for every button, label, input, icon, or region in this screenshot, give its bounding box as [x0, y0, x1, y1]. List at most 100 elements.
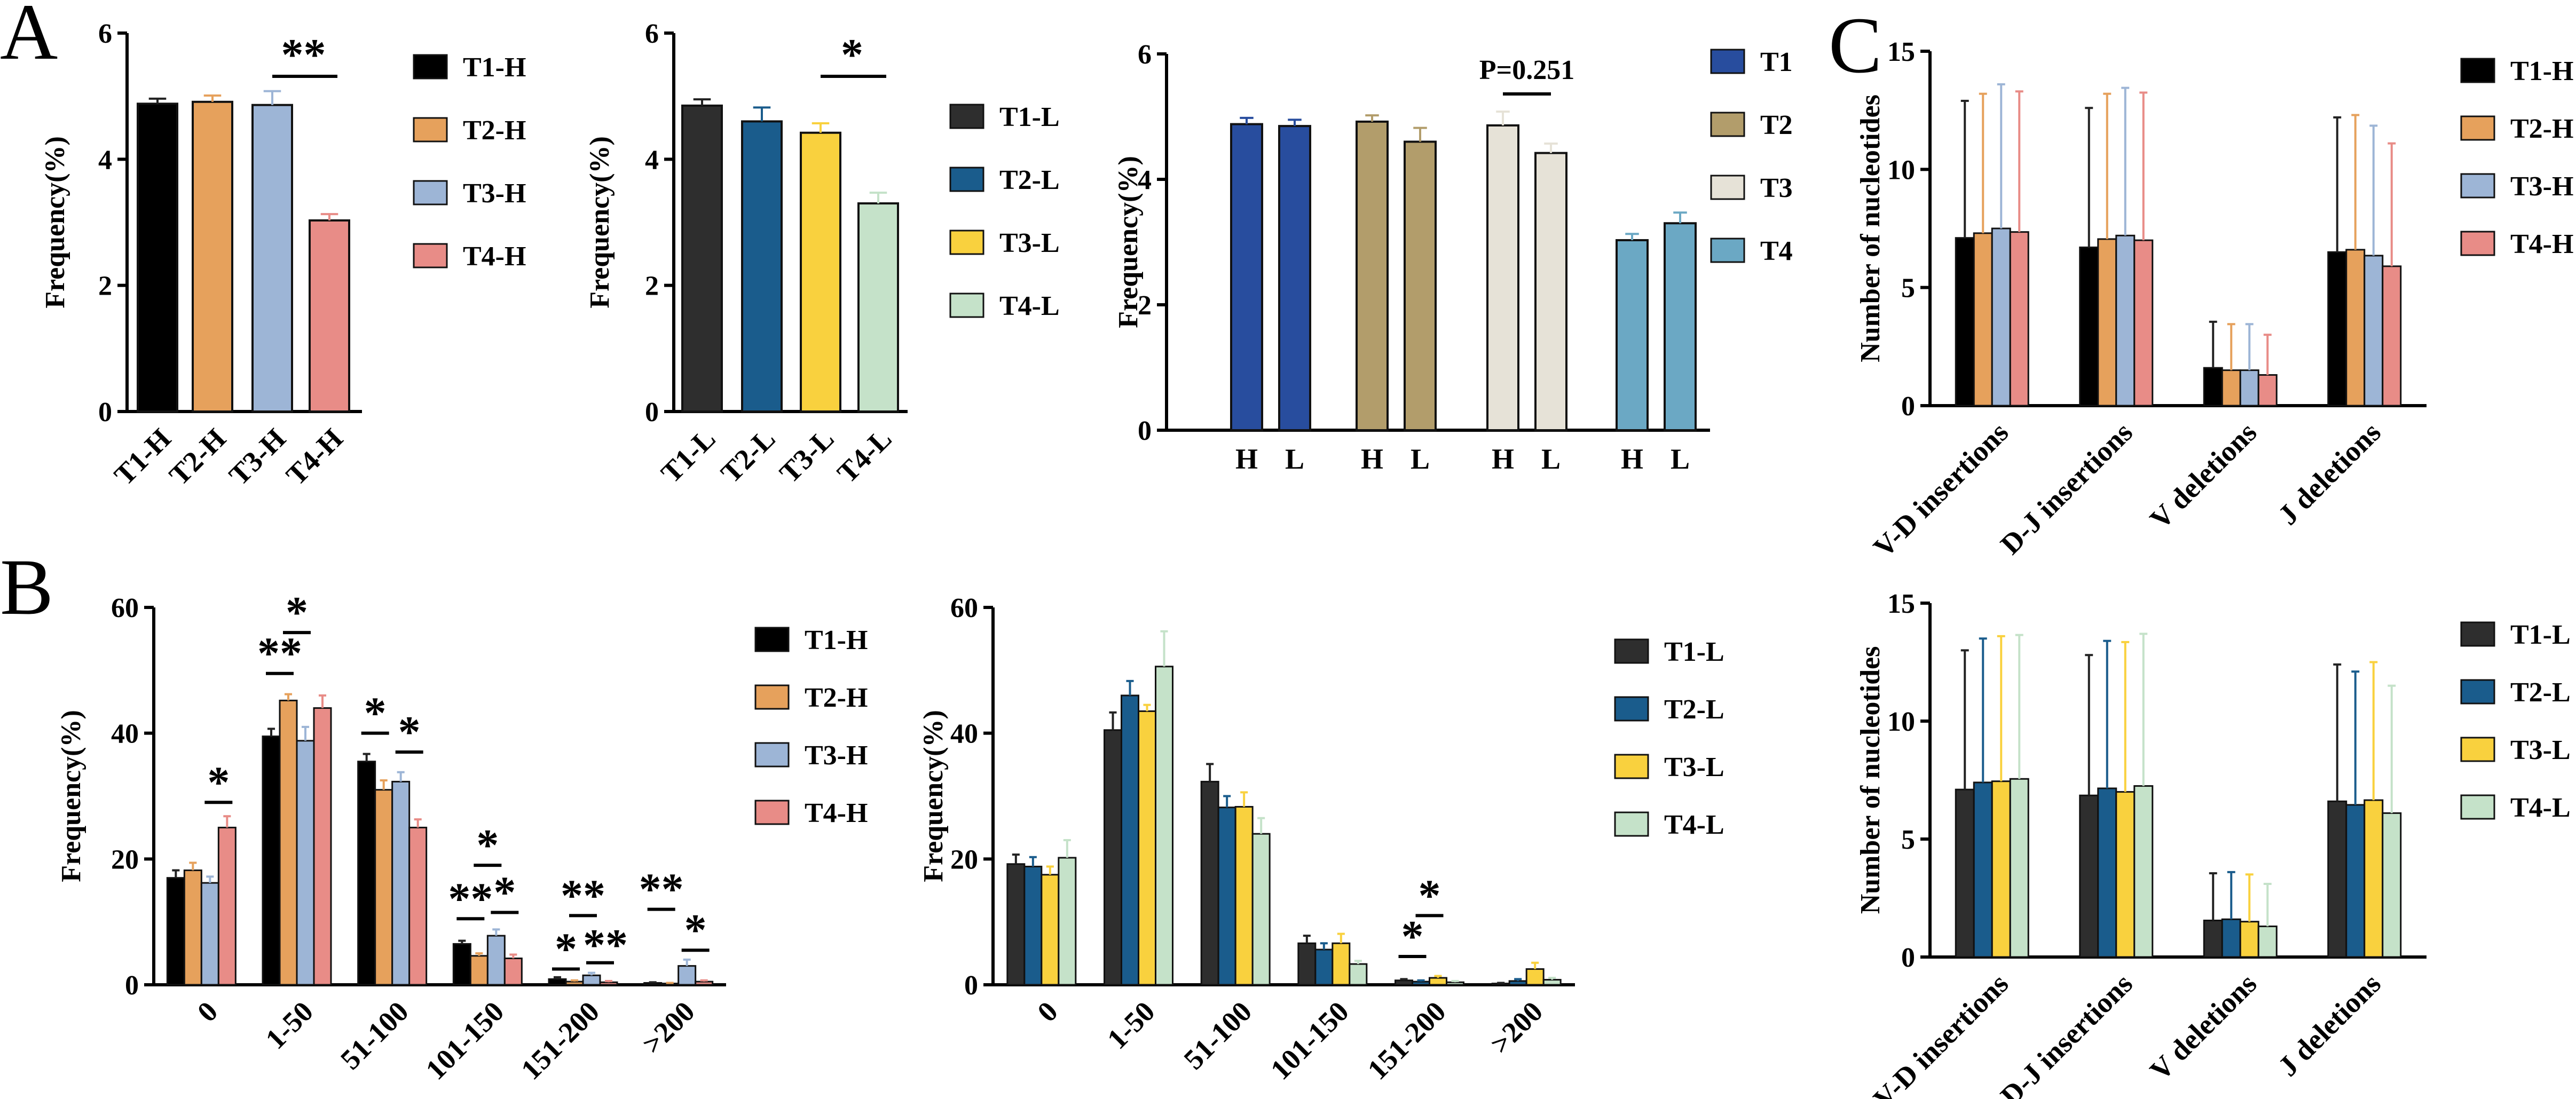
c1-bar	[2009, 231, 2029, 407]
b2-y-axis-label: Frequency(%)	[918, 710, 949, 882]
c2-bar	[2221, 918, 2241, 958]
c2-bar	[2115, 791, 2136, 958]
a1-bar	[192, 100, 233, 413]
a3-legend-label: T3	[1760, 173, 1793, 203]
b2-bar	[1251, 833, 1271, 986]
b1-x-tick-label: 1-50	[259, 995, 319, 1055]
b1-bar	[582, 974, 601, 986]
a3-legend-swatch	[1710, 175, 1745, 200]
b1-bar	[486, 935, 506, 986]
b2-bar	[1349, 963, 1368, 986]
b1-bar	[408, 826, 428, 986]
a3-bar	[1230, 123, 1263, 432]
b1-x-tick-label: >200	[636, 995, 700, 1060]
b1-legend-label: T3-H	[805, 740, 868, 771]
a1-legend-label: T4-H	[463, 241, 526, 272]
b1-y-tick-label: 0	[125, 970, 139, 1001]
b2-bar	[1508, 980, 1527, 986]
a2-legend-label: T4-L	[999, 291, 1060, 321]
b2-x-tick-label: 101-150	[1264, 995, 1355, 1086]
c2-bar	[2239, 921, 2259, 958]
a2-y-tick-label: 2	[645, 271, 659, 302]
a1-y-tick-label: 6	[98, 19, 112, 49]
b2-legend-swatch	[1614, 696, 1649, 722]
a2-x-tick-label: T2-L	[714, 422, 781, 489]
b1-x-tick-label: 151-200	[515, 995, 605, 1086]
b2-y-tick-label: 0	[964, 970, 978, 1001]
a3-y-tick-label: 4	[1138, 165, 1152, 195]
b2-bar	[1138, 710, 1156, 986]
b2-bar	[1104, 729, 1122, 986]
b2-significance: *	[1419, 871, 1441, 920]
c1-bar	[2203, 367, 2223, 407]
c2-bar	[2327, 800, 2347, 958]
a1-y-tick-label: 0	[98, 397, 112, 428]
b2-x-tick-label: 51-100	[1178, 995, 1258, 1076]
b1-bar	[200, 882, 219, 986]
c2-y-axis-label: Number of nucleotides	[1855, 646, 1886, 914]
c2-bar	[2203, 919, 2223, 958]
b2-bar	[1217, 807, 1236, 986]
a3-bar	[1356, 120, 1389, 431]
b2-bar	[1314, 948, 1334, 986]
a1-significance: **	[281, 30, 326, 80]
b1-y-axis-label: Frequency(%)	[56, 710, 86, 882]
a1-y-tick-label: 4	[98, 145, 112, 175]
b1-x-tick-label: 0	[191, 995, 224, 1029]
c2-bar	[2009, 778, 2029, 958]
a1-legend-label: T1-H	[463, 52, 526, 83]
a3-x-tick-label: H	[1492, 443, 1514, 475]
c2-bar	[2364, 799, 2384, 958]
b1-legend-swatch	[754, 742, 790, 768]
a2-bar	[857, 202, 899, 413]
c2-y-tick-label: 0	[1901, 943, 1915, 973]
b2-legend-label: T4-L	[1664, 810, 1724, 840]
a1-x-tick-label: T3-H	[223, 422, 292, 491]
c1-bar	[2221, 369, 2241, 407]
b1-legend-swatch	[754, 684, 790, 710]
b1-bar	[695, 981, 714, 986]
a3-y-tick-label: 0	[1138, 416, 1152, 446]
a1-legend-swatch	[413, 54, 448, 80]
b2-significance: *	[1401, 912, 1424, 961]
b1-bar	[374, 789, 393, 986]
a2-bar	[741, 120, 783, 413]
b1-y-tick-label: 60	[111, 593, 139, 623]
b1-significance: *	[286, 588, 308, 637]
c1-y-tick-label: 15	[1887, 37, 1915, 67]
c1-legend-label: T3-H	[2510, 171, 2573, 202]
a2-bar	[800, 131, 841, 413]
a2-legend-label: T2-L	[999, 165, 1060, 195]
a3-x-tick-label: L	[1285, 443, 1304, 475]
c1-x-tick-label: V deletions	[2144, 416, 2263, 535]
c1-bar	[2382, 265, 2402, 407]
a3-x-tick-label: L	[1671, 443, 1690, 475]
a1-x-tick-label: T1-H	[108, 422, 177, 491]
b1-bar	[678, 965, 697, 986]
c2-legend-swatch	[2460, 737, 2495, 762]
a3-bar	[1278, 125, 1311, 431]
a2-y-axis-label: Frequency(%)	[585, 136, 615, 309]
c2-y-tick-label: 5	[1901, 825, 1915, 855]
b1-significance: *	[555, 924, 577, 974]
c2-legend-label: T3-L	[2510, 735, 2571, 765]
c1-bar	[2115, 234, 2136, 407]
a2-legend-swatch	[949, 104, 984, 129]
b1-bar	[279, 699, 298, 986]
b1-significance: **	[448, 874, 493, 923]
a2-bar	[681, 104, 723, 413]
c1-legend-swatch	[2460, 231, 2495, 256]
b1-bar	[565, 981, 584, 986]
c1-x-tick-label: V-D insertions	[1867, 416, 2014, 564]
a3-y-tick-label: 2	[1138, 290, 1152, 321]
a2-legend-label: T3-L	[999, 228, 1060, 258]
a1-bar	[309, 219, 350, 413]
b2-bar	[1542, 979, 1562, 986]
a2-y-tick-label: 4	[645, 145, 659, 175]
a1-bar	[251, 104, 293, 413]
c2-y-tick-label: 15	[1887, 589, 1915, 619]
c2-bar	[2133, 785, 2154, 958]
a1-x-tick-label: T4-H	[280, 422, 349, 491]
b2-bar	[1041, 874, 1060, 986]
